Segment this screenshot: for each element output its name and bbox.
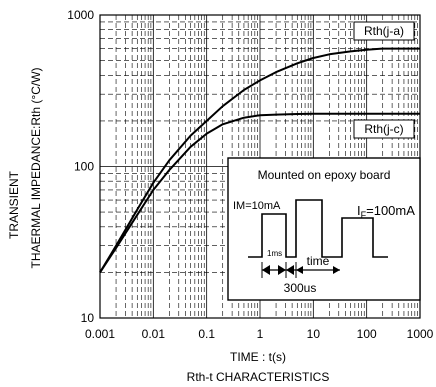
y-tick-label: 1000 xyxy=(67,8,94,22)
time-arrow-left-head xyxy=(296,266,303,274)
inset-frame xyxy=(227,157,421,301)
x-tick-label: 0.1 xyxy=(198,327,215,341)
y-axis-label-line-1: TRANSIENT xyxy=(7,170,21,239)
y-tick-label: 100 xyxy=(74,160,94,174)
legend-label-2: Rth(j-c) xyxy=(364,122,403,136)
legend: Rth(j-a) Rth(j-c) xyxy=(353,21,415,139)
x-tick-label: 10 xyxy=(307,327,321,341)
series-line-2 xyxy=(99,112,420,273)
x-tick-label: 0.01 xyxy=(142,327,166,341)
tick-labels: 0.001 0.01 0.1 1 10 100 1000 10 100 1000 xyxy=(67,8,433,341)
period-arrow-left-head xyxy=(262,265,270,275)
x-tick-label: 100 xyxy=(357,327,377,341)
inset-box: Mounted on epoxy board IM=10mA IF=100mA … xyxy=(227,157,421,301)
x-tick-label: 1 xyxy=(257,327,264,341)
legend-box-2 xyxy=(353,119,415,139)
inset-title: Mounted on epoxy board xyxy=(258,168,391,182)
period-arrow-mid-left-head xyxy=(278,265,286,275)
x-tick-label: 0.001 xyxy=(85,327,115,341)
period-label: 300us xyxy=(284,281,317,295)
legend-label-1: Rth(j-a) xyxy=(364,24,404,38)
time-label: time xyxy=(307,254,330,268)
pulse-waveform xyxy=(248,199,388,258)
y-tick-label: 10 xyxy=(81,311,95,325)
inset-if-label: IF=100mA xyxy=(357,203,415,220)
time-arrow-right-head xyxy=(333,266,340,274)
inset-if-value: =100mA xyxy=(366,203,415,218)
series-line-1 xyxy=(99,47,420,273)
inset-im-label: IM=10mA xyxy=(233,200,281,212)
inset-if-subscript: F xyxy=(361,210,367,220)
period-arrow-mid-right-head xyxy=(286,265,294,275)
legend-box-1 xyxy=(353,21,415,41)
chart-caption: Rth-t CHARACTERISTICS xyxy=(187,370,330,384)
x-tick-label: 1000 xyxy=(407,327,434,341)
y-axis-label-line-2: THAERMAL IMPEDANCE:Rth (°C/W) xyxy=(29,67,43,268)
series-lines xyxy=(99,47,420,273)
pulse-width-label: 1ms xyxy=(267,249,282,258)
x-axis-label: TIME : t(s) xyxy=(230,350,286,364)
